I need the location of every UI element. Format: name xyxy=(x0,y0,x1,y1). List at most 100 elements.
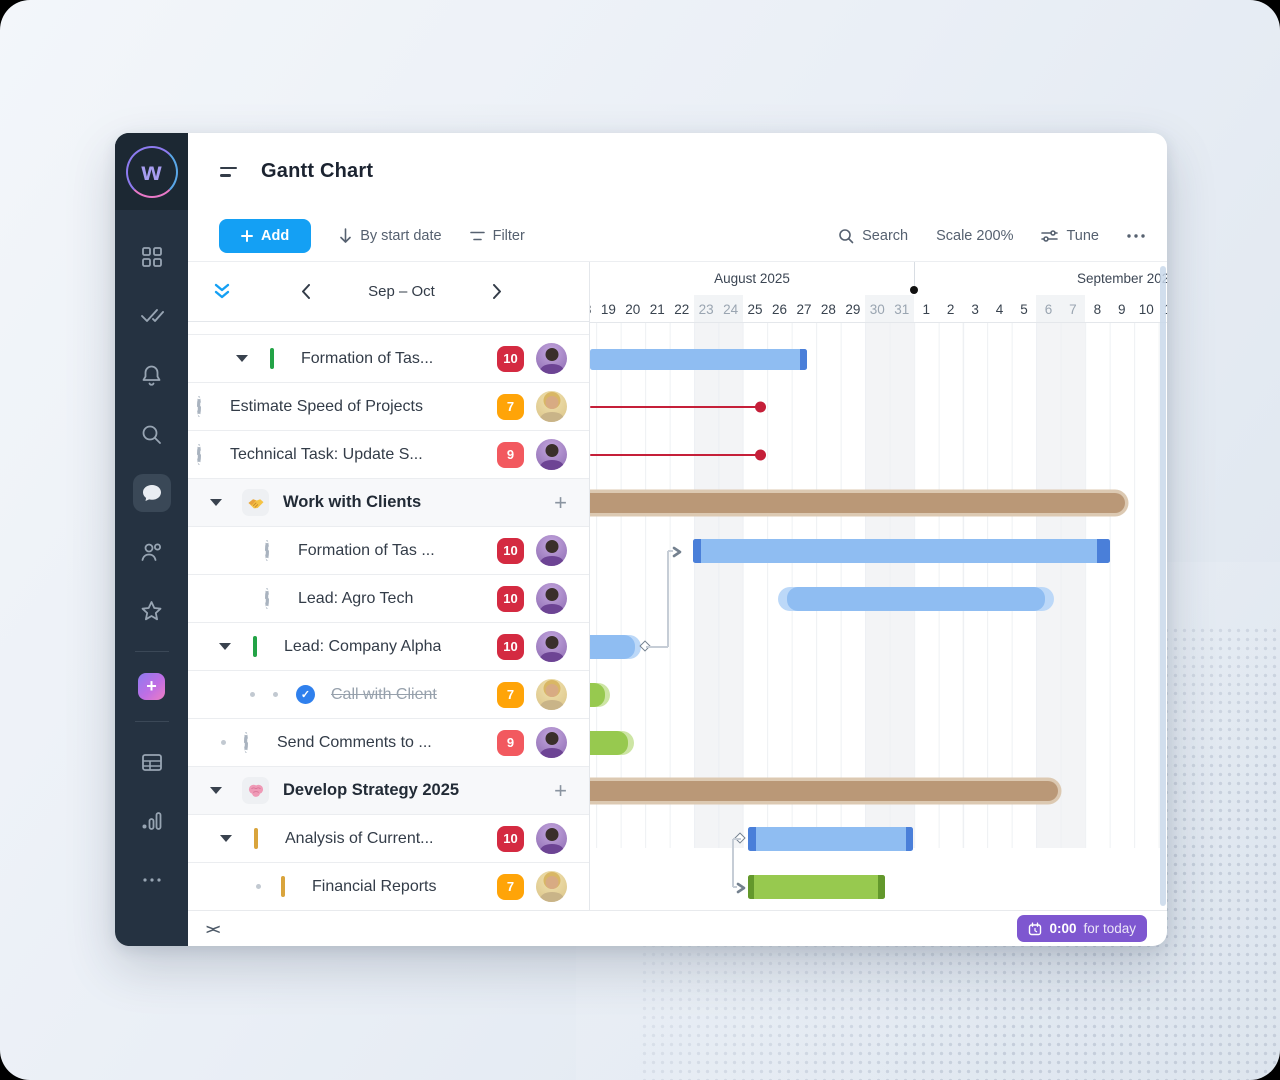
summary-bar[interactable] xyxy=(590,493,1125,513)
collapse-all-icon[interactable] xyxy=(212,283,232,301)
task-name[interactable]: Lead: Company Alpha xyxy=(284,637,442,655)
prev-period-button[interactable] xyxy=(301,284,311,299)
task-name[interactable]: Develop Strategy 2025 xyxy=(283,781,460,799)
caret-down-icon[interactable] xyxy=(236,355,248,362)
dependency-connector-line xyxy=(732,839,734,887)
gantt-chart-body xyxy=(590,323,1167,910)
time-tracker-pill[interactable]: 0:00 for today xyxy=(1017,915,1147,942)
caret-down-icon[interactable] xyxy=(220,835,232,842)
assignee-avatar[interactable] xyxy=(536,343,567,374)
count-badge: 7 xyxy=(497,393,524,420)
assignee-avatar[interactable] xyxy=(536,871,567,902)
menu-icon[interactable] xyxy=(220,166,237,177)
task-row[interactable]: Lead: Company Alpha 10 xyxy=(188,622,589,670)
count-badge: 10 xyxy=(497,345,524,372)
caret-down-icon[interactable] xyxy=(219,643,231,650)
task-bar[interactable] xyxy=(778,587,1054,611)
search-icon[interactable] xyxy=(133,415,171,453)
task-name[interactable]: Call with Client xyxy=(331,685,437,703)
reports-chart-icon[interactable] xyxy=(133,802,171,840)
task-row[interactable]: Estimate Speed of Projects 7 xyxy=(188,382,589,430)
status-circle-icon[interactable] xyxy=(197,444,214,465)
scale-control[interactable]: Scale 200% xyxy=(936,227,1014,244)
assignee-avatar[interactable] xyxy=(536,535,567,566)
assignee-avatar[interactable] xyxy=(536,391,567,422)
task-bar[interactable] xyxy=(590,683,610,707)
task-row[interactable]: Formation of Tas... 10 xyxy=(188,334,589,382)
task-bar[interactable] xyxy=(748,875,885,899)
task-row[interactable]: Send Comments to ... 9 xyxy=(188,718,589,766)
vertical-scrollbar[interactable] xyxy=(1160,266,1166,906)
task-row[interactable]: Formation of Tas ... 10 xyxy=(188,526,589,574)
task-name[interactable]: Work with Clients xyxy=(283,493,422,511)
team-users-icon[interactable] xyxy=(133,533,171,571)
sort-by-start-date[interactable]: By start date xyxy=(339,228,442,244)
dashboard-grid-icon[interactable] xyxy=(133,238,171,276)
more-options-button[interactable] xyxy=(1127,233,1145,238)
task-name[interactable]: Formation of Tas ... xyxy=(298,541,435,559)
assignee-avatar[interactable] xyxy=(536,727,567,758)
search-button[interactable]: Search xyxy=(838,228,908,244)
deadline-line[interactable] xyxy=(590,453,761,456)
date-range-label[interactable]: Sep – Oct xyxy=(368,283,435,300)
task-bar[interactable] xyxy=(693,539,1110,563)
task-name[interactable]: Formation of Tas... xyxy=(301,349,434,367)
status-circle-icon[interactable] xyxy=(197,396,214,417)
table-view-icon[interactable] xyxy=(133,743,171,781)
day-cell: 20 xyxy=(625,301,641,317)
summary-bar[interactable] xyxy=(590,781,1058,801)
task-name[interactable]: Financial Reports xyxy=(312,877,437,895)
day-cell: 9 xyxy=(1118,301,1126,317)
tune-button[interactable]: Tune xyxy=(1041,228,1099,244)
status-diamond-half-icon[interactable] xyxy=(278,876,296,897)
done-check-icon[interactable]: ✓ xyxy=(296,685,315,704)
task-row[interactable]: Financial Reports 7 xyxy=(188,862,589,910)
task-name[interactable]: Analysis of Current... xyxy=(285,829,434,847)
task-name[interactable]: Send Comments to ... xyxy=(277,733,432,751)
chat-icon[interactable] xyxy=(132,474,171,512)
add-task-button[interactable]: + xyxy=(554,777,567,803)
add-task-button[interactable]: + xyxy=(554,489,567,515)
status-circle-icon[interactable] xyxy=(244,732,261,753)
assignee-avatar[interactable] xyxy=(536,439,567,470)
logo-container[interactable]: w xyxy=(115,133,188,210)
task-name[interactable]: Technical Task: Update S... xyxy=(230,445,423,463)
status-diamond-half-icon[interactable] xyxy=(251,828,269,849)
toolbar: Add By start date Filter Search Scale 20… xyxy=(188,210,1167,262)
worksection-logo[interactable]: w xyxy=(125,145,178,198)
group-row[interactable]: Work with Clients + xyxy=(188,478,589,526)
status-diamond-progress-icon[interactable] xyxy=(250,636,268,657)
task-bar[interactable] xyxy=(748,827,913,851)
more-ellipsis-icon[interactable] xyxy=(133,861,171,899)
task-row[interactable]: Analysis of Current... 10 xyxy=(188,814,589,862)
assignee-avatar[interactable] xyxy=(536,679,567,710)
status-circle-icon[interactable] xyxy=(265,588,282,609)
task-bar[interactable] xyxy=(590,635,641,659)
task-bar[interactable] xyxy=(590,348,807,370)
deadline-line[interactable] xyxy=(590,405,761,408)
caret-down-icon[interactable] xyxy=(210,499,222,506)
task-name[interactable]: Lead: Agro Tech xyxy=(298,589,414,607)
next-period-button[interactable] xyxy=(492,284,502,299)
filter-button[interactable]: Filter xyxy=(469,228,525,244)
notifications-bell-icon[interactable] xyxy=(133,356,171,394)
assignee-avatar[interactable] xyxy=(536,583,567,614)
create-plus-button[interactable]: + xyxy=(138,673,165,700)
count-badge: 10 xyxy=(497,585,524,612)
status-diamond-icon[interactable] xyxy=(268,348,285,369)
day-cell: 22 xyxy=(674,301,690,317)
group-row[interactable]: Develop Strategy 2025 + xyxy=(188,766,589,814)
add-button[interactable]: Add xyxy=(219,218,312,253)
assignee-avatar[interactable] xyxy=(536,631,567,662)
task-name[interactable]: Estimate Speed of Projects xyxy=(230,397,423,415)
task-row[interactable]: Technical Task: Update S... 9 xyxy=(188,430,589,478)
caret-down-icon[interactable] xyxy=(210,787,222,794)
favorites-star-icon[interactable] xyxy=(133,592,171,630)
assignee-avatar[interactable] xyxy=(536,823,567,854)
collapse-panel-icon[interactable]: >< xyxy=(206,920,220,937)
task-row[interactable]: Lead: Agro Tech 10 xyxy=(188,574,589,622)
task-bar[interactable] xyxy=(590,731,634,755)
task-row[interactable]: ✓ Call with Client 7 xyxy=(188,670,589,718)
status-circle-icon[interactable] xyxy=(265,540,282,561)
tasks-check-icon[interactable] xyxy=(133,297,171,335)
